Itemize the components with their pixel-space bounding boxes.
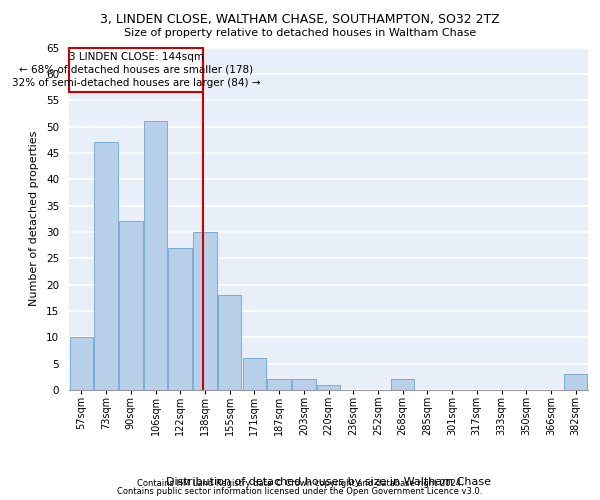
Bar [94, 142, 118, 390]
Text: Contains HM Land Registry data © Crown copyright and database right 2024.: Contains HM Land Registry data © Crown c… [137, 478, 463, 488]
Bar [317, 384, 340, 390]
Text: Contains public sector information licensed under the Open Government Licence v3: Contains public sector information licen… [118, 487, 482, 496]
Bar [242, 358, 266, 390]
Bar [564, 374, 587, 390]
X-axis label: Distribution of detached houses by size in Waltham Chase: Distribution of detached houses by size … [166, 476, 491, 486]
Bar [70, 338, 93, 390]
Text: 32% of semi-detached houses are larger (84) →: 32% of semi-detached houses are larger (… [12, 78, 260, 88]
Text: Size of property relative to detached houses in Waltham Chase: Size of property relative to detached ho… [124, 28, 476, 38]
Bar [119, 222, 143, 390]
Bar [69, 48, 203, 92]
Bar [218, 295, 241, 390]
Bar [193, 232, 217, 390]
Text: 3 LINDEN CLOSE: 144sqm: 3 LINDEN CLOSE: 144sqm [68, 52, 203, 62]
Bar [268, 380, 291, 390]
Bar [169, 248, 192, 390]
Bar [144, 122, 167, 390]
Text: 3, LINDEN CLOSE, WALTHAM CHASE, SOUTHAMPTON, SO32 2TZ: 3, LINDEN CLOSE, WALTHAM CHASE, SOUTHAMP… [100, 12, 500, 26]
Y-axis label: Number of detached properties: Number of detached properties [29, 131, 39, 306]
Bar [292, 380, 316, 390]
Text: ← 68% of detached houses are smaller (178): ← 68% of detached houses are smaller (17… [19, 64, 253, 74]
Bar [391, 380, 415, 390]
